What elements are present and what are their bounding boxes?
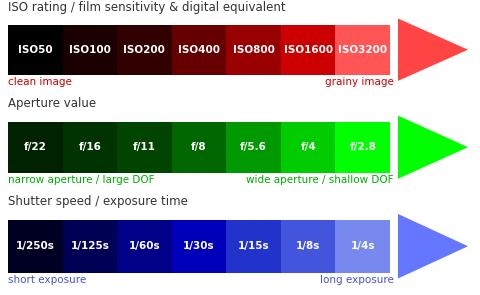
Text: ISO rating / film sensitivity & digital equivalent: ISO rating / film sensitivity & digital … [8,1,286,14]
Bar [117,122,172,173]
Bar [226,24,281,75]
Text: ISO3200: ISO3200 [338,45,387,55]
Text: Shutter speed / exposure time: Shutter speed / exposure time [8,196,188,209]
Bar [117,24,172,75]
Text: 1/4s: 1/4s [350,241,375,251]
Text: 1/250s: 1/250s [16,241,55,251]
Text: 1/60s: 1/60s [129,241,160,251]
Bar [226,122,281,173]
Polygon shape [398,214,468,278]
Text: narrow aperture / large DOF: narrow aperture / large DOF [8,175,155,185]
Text: ISO800: ISO800 [233,45,275,55]
Text: f/11: f/11 [133,142,156,152]
Bar [336,24,390,75]
Text: ISO50: ISO50 [18,45,53,55]
Text: f/2.8: f/2.8 [349,142,376,152]
Polygon shape [398,116,468,179]
Text: wide aperture / shallow DOF: wide aperture / shallow DOF [247,175,394,185]
Text: f/8: f/8 [191,142,207,152]
Bar [226,220,281,273]
Bar [172,122,226,173]
Text: f/16: f/16 [78,142,101,152]
Bar [172,24,226,75]
Bar [117,220,172,273]
Polygon shape [398,19,468,81]
Text: f/22: f/22 [24,142,47,152]
Text: f/4: f/4 [300,142,316,152]
Bar [281,220,336,273]
Text: 1/30s: 1/30s [183,241,215,251]
Bar [62,220,117,273]
Text: f/5.6: f/5.6 [240,142,267,152]
Text: grainy image: grainy image [325,77,394,87]
Text: ISO1600: ISO1600 [284,45,333,55]
Text: Aperture value: Aperture value [8,98,96,111]
Bar [8,24,62,75]
Text: clean image: clean image [8,77,72,87]
Bar [336,220,390,273]
Bar [8,122,62,173]
Bar [172,220,226,273]
Bar [62,122,117,173]
Text: ISO200: ISO200 [123,45,166,55]
Text: 1/15s: 1/15s [238,241,269,251]
Bar [62,24,117,75]
Bar [281,24,336,75]
Text: ISO100: ISO100 [69,45,111,55]
Text: 1/125s: 1/125s [71,241,109,251]
Text: short exposure: short exposure [8,275,86,284]
Text: 1/8s: 1/8s [296,241,320,251]
Bar [281,122,336,173]
Bar [8,220,62,273]
Bar [336,122,390,173]
Text: long exposure: long exposure [320,275,394,284]
Text: ISO400: ISO400 [178,45,220,55]
